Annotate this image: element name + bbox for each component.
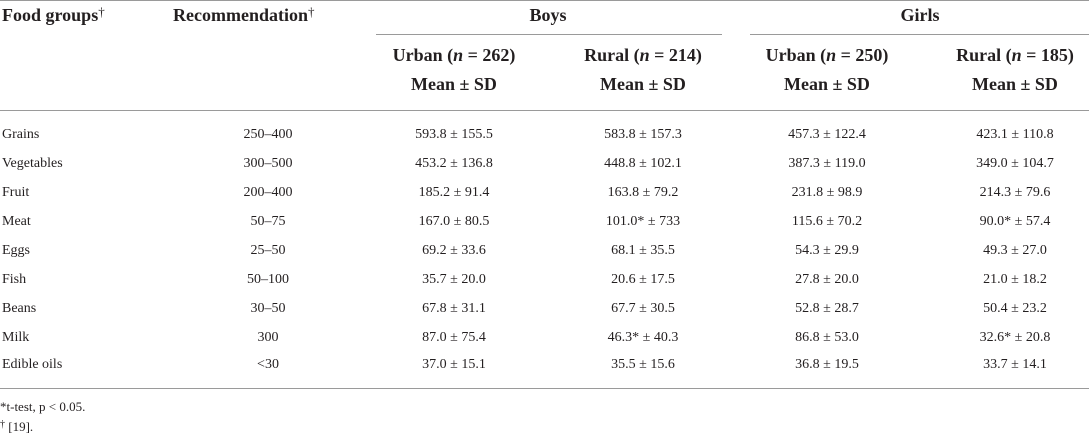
girls-urban-cell: 86.8 ± 53.0 <box>795 330 859 345</box>
food-group-cell: Eggs <box>2 243 30 258</box>
girls-rural-cell: 423.1 ± 110.8 <box>976 127 1054 142</box>
food-group-cell: Beans <box>2 301 37 316</box>
recommendation-cell: 200–400 <box>243 185 293 200</box>
food-group-cell: Meat <box>2 214 31 229</box>
food-group-cell: Vegetables <box>2 156 63 171</box>
food-group-cell: Edible oils <box>2 357 63 372</box>
boys-rural-cell: 35.5 ± 15.6 <box>611 357 675 372</box>
header-boys-urban-mean-sd: Mean ± SD <box>411 74 497 94</box>
boys-rural-cell: 20.6 ± 17.5 <box>611 272 675 287</box>
recommendation-cell: 50–100 <box>247 272 289 287</box>
footnote-reference-text: [19]. <box>5 419 34 434</box>
dagger-mark: † <box>98 4 105 19</box>
boys-urban-cell: 593.8 ± 155.5 <box>415 127 493 142</box>
boys-urban-cell: 37.0 ± 15.1 <box>422 357 486 372</box>
dagger-mark: † <box>307 4 315 19</box>
header-girls: Girls <box>900 5 940 25</box>
boys-rural-cell: 46.3* ± 40.3 <box>607 330 679 345</box>
header-boys-rural: Rural (n = 214) <box>584 45 702 65</box>
header-food-groups-label: Food groups <box>2 5 99 25</box>
table-top-rule <box>0 0 1089 1</box>
girls-urban-cell: 457.3 ± 122.4 <box>788 127 866 142</box>
header-boys-rural-mean-sd: Mean ± SD <box>600 74 686 94</box>
header-boys-urban: Urban (n = 262) <box>392 45 516 65</box>
girls-urban-cell: 115.6 ± 70.2 <box>791 214 863 229</box>
footnote-reference: † [19]. <box>0 419 33 435</box>
food-group-cell: Fruit <box>2 185 30 200</box>
dagger-mark: † <box>0 419 5 430</box>
boys-urban-cell: 87.0 ± 75.4 <box>422 330 486 345</box>
boys-rural-cell: 68.1 ± 35.5 <box>611 243 675 258</box>
girls-urban-cell: 387.3 ± 119.0 <box>788 156 866 171</box>
header-girls-rural-mean-sd: Mean ± SD <box>972 74 1058 94</box>
header-girls-urban: Urban (n = 250) <box>765 45 889 65</box>
girls-urban-cell: 54.3 ± 29.9 <box>795 243 859 258</box>
girls-rural-cell: 214.3 ± 79.6 <box>979 185 1051 200</box>
recommendation-cell: <30 <box>257 357 279 372</box>
boys-rural-cell: 101.0* ± 733 <box>605 214 681 229</box>
recommendation-cell: 300 <box>257 330 279 345</box>
girls-urban-cell: 27.8 ± 20.0 <box>795 272 859 287</box>
boys-urban-cell: 167.0 ± 80.5 <box>418 214 490 229</box>
header-girls-rural: Rural (n = 185) <box>956 45 1074 65</box>
header-girls-urban-mean-sd: Mean ± SD <box>784 74 870 94</box>
girls-group-rule <box>750 34 1089 35</box>
girls-rural-cell: 349.0 ± 104.7 <box>976 156 1054 171</box>
header-recommendation: Recommendation† <box>173 4 314 26</box>
table-bottom-rule <box>0 388 1089 389</box>
boys-rural-cell: 67.7 ± 30.5 <box>611 301 675 316</box>
boys-urban-cell: 67.8 ± 31.1 <box>422 301 486 316</box>
girls-rural-cell: 49.3 ± 27.0 <box>983 243 1047 258</box>
food-group-cell: Grains <box>2 127 40 142</box>
girls-urban-cell: 52.8 ± 28.7 <box>795 301 859 316</box>
header-food-groups: Food groups† <box>2 4 105 26</box>
girls-urban-cell: 36.8 ± 19.5 <box>795 357 859 372</box>
boys-urban-cell: 453.2 ± 136.8 <box>415 156 493 171</box>
girls-urban-cell: 231.8 ± 98.9 <box>791 185 863 200</box>
recommendation-cell: 300–500 <box>243 156 293 171</box>
girls-rural-cell: 50.4 ± 23.2 <box>983 301 1047 316</box>
recommendation-cell: 25–50 <box>250 243 286 258</box>
boys-group-rule <box>376 34 722 35</box>
boys-urban-cell: 185.2 ± 91.4 <box>418 185 490 200</box>
boys-urban-cell: 35.7 ± 20.0 <box>422 272 486 287</box>
boys-rural-cell: 163.8 ± 79.2 <box>607 185 679 200</box>
header-bottom-rule <box>0 110 1089 111</box>
recommendation-cell: 30–50 <box>250 301 286 316</box>
boys-urban-cell: 69.2 ± 33.6 <box>422 243 486 258</box>
girls-rural-cell: 32.6* ± 20.8 <box>979 330 1051 345</box>
girls-rural-cell: 33.7 ± 14.1 <box>983 357 1047 372</box>
header-boys: Boys <box>529 5 567 25</box>
boys-rural-cell: 583.8 ± 157.3 <box>604 127 682 142</box>
recommendation-cell: 50–75 <box>250 214 286 229</box>
recommendation-cell: 250–400 <box>243 127 293 142</box>
food-group-cell: Milk <box>2 330 30 345</box>
header-recommendation-label: Recommendation <box>173 5 308 25</box>
girls-rural-cell: 21.0 ± 18.2 <box>983 272 1047 287</box>
girls-rural-cell: 90.0* ± 57.4 <box>979 214 1051 229</box>
boys-rural-cell: 448.8 ± 102.1 <box>604 156 682 171</box>
footnote-ttest: *t-test, p < 0.05. <box>0 399 86 414</box>
food-group-cell: Fish <box>2 272 27 287</box>
